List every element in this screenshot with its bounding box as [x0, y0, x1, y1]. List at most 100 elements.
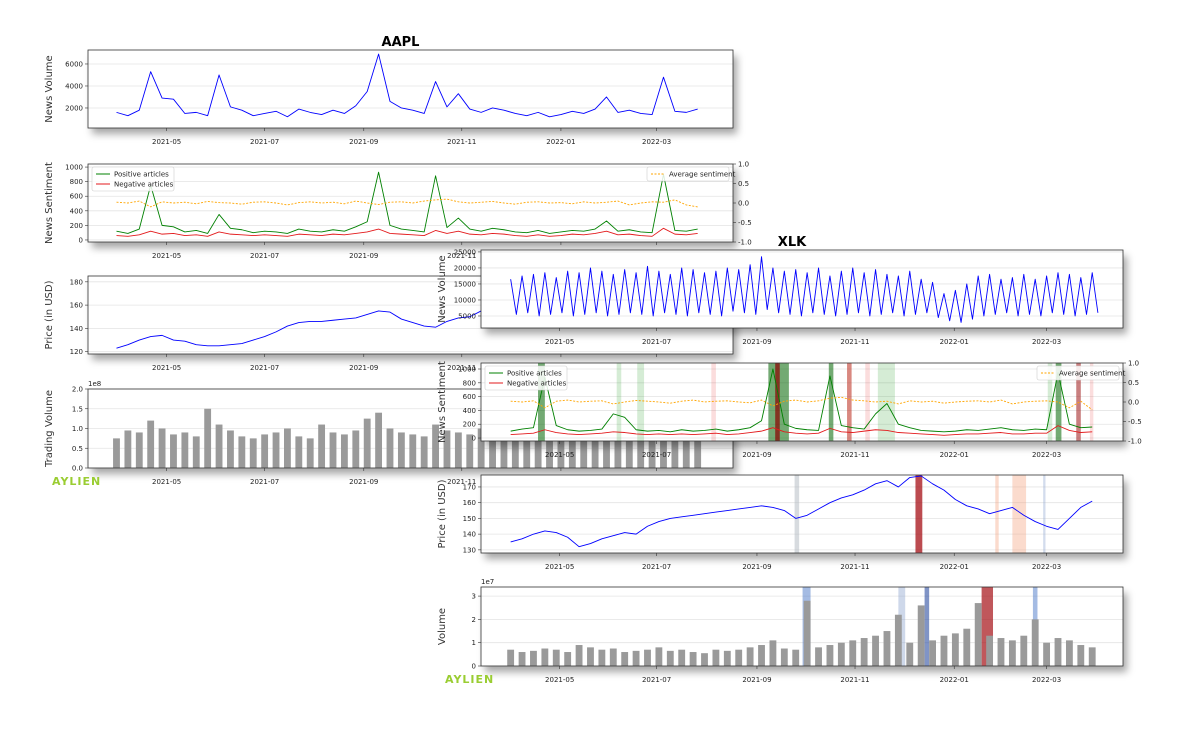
- x-tick-label: 2021-07: [642, 338, 671, 346]
- y-tick-label: 0.0: [72, 465, 83, 473]
- y2-tick-label: 0.0: [738, 200, 749, 208]
- legend-label: Positive articles: [114, 171, 169, 179]
- bar: [803, 600, 811, 666]
- bar: [1065, 640, 1073, 666]
- y2-tick-label: -1.0: [738, 239, 752, 247]
- y-tick-label: 600: [463, 393, 476, 401]
- y-tick-label: 160: [70, 302, 83, 310]
- y-tick-label: 2000: [65, 104, 83, 112]
- x-tick-label: 2021-07: [642, 451, 671, 459]
- bar: [432, 424, 439, 468]
- plot-area: [113, 408, 702, 468]
- bar: [792, 649, 800, 666]
- y-tick-label: 1000: [458, 366, 476, 374]
- bar: [238, 436, 246, 468]
- y-tick-label: 140: [463, 531, 476, 539]
- series-line: [510, 475, 1093, 548]
- y-tick-label: 160: [463, 499, 476, 507]
- y-tick-label: 150: [463, 515, 476, 523]
- bar: [666, 650, 674, 666]
- y2-tick-label: 0.0: [1128, 399, 1139, 407]
- highlight-span: [995, 475, 999, 553]
- y-axis-label: Volume: [437, 608, 448, 645]
- series-line: [510, 396, 1093, 411]
- plot-area: [510, 363, 1094, 441]
- x-tick-label: 2021-11: [447, 478, 476, 486]
- bar: [443, 430, 451, 468]
- y2-tick-label: 1.0: [1128, 360, 1139, 368]
- bar: [894, 614, 902, 666]
- bar: [511, 424, 519, 468]
- y2-tick-label: -0.5: [738, 219, 752, 227]
- legend-box: [646, 166, 730, 182]
- x-tick-label: 2021-11: [840, 563, 869, 571]
- y-tick-label: 4000: [65, 82, 83, 90]
- y-tick-label: 600: [70, 193, 83, 201]
- bar: [306, 438, 314, 468]
- bar: [682, 434, 690, 468]
- bar: [655, 647, 663, 666]
- x-tick-label: 2021-09: [742, 338, 771, 346]
- bar: [575, 645, 583, 666]
- series-line: [116, 53, 698, 118]
- bar: [124, 430, 132, 468]
- x-tick-label: 2021-05: [545, 676, 574, 684]
- y-tick-label: 2.0: [72, 386, 83, 394]
- bar: [541, 648, 549, 666]
- bar: [621, 652, 629, 666]
- y2-tick-label: 1.0: [738, 161, 749, 169]
- bar: [1020, 635, 1028, 666]
- bar: [113, 438, 120, 468]
- bar: [591, 430, 599, 468]
- bar: [580, 432, 588, 468]
- bar: [644, 649, 651, 666]
- bar: [409, 434, 417, 468]
- plot-area: [510, 256, 1099, 323]
- x-tick-label: 2022-03: [642, 138, 671, 146]
- x-tick-label: 2021-07: [250, 478, 279, 486]
- bar: [986, 635, 994, 666]
- x-tick-label: 2021-07: [250, 364, 279, 372]
- bar: [735, 649, 743, 666]
- legend-label: Negative articles: [507, 380, 567, 388]
- series-line: [116, 198, 698, 208]
- bar: [678, 649, 686, 666]
- y-tick-label: 6000: [65, 60, 83, 68]
- bar: [192, 436, 200, 468]
- y-tick-label: 170: [463, 483, 476, 491]
- series-line: [510, 256, 1099, 323]
- highlight-span: [775, 363, 780, 441]
- y-tick-label: 5000: [458, 312, 476, 320]
- axis-offset-label: 1e8: [88, 380, 101, 388]
- bar: [397, 432, 405, 468]
- bar: [614, 434, 622, 468]
- bar: [261, 434, 269, 468]
- plot-frame: [87, 163, 734, 243]
- bar: [963, 628, 971, 666]
- x-tick-label: 2022-03: [1032, 563, 1061, 571]
- x-tick-label: 2021-11: [840, 676, 869, 684]
- y-axis-label: Price (in USD): [437, 479, 448, 548]
- logo: AYLIEN: [52, 475, 101, 488]
- bar: [477, 428, 485, 468]
- bar: [135, 432, 143, 468]
- bar: [204, 408, 212, 468]
- y2-tick-label: 0.5: [1128, 379, 1139, 387]
- y-tick-label: 140: [70, 325, 83, 333]
- y-tick-label: 400: [70, 207, 83, 215]
- chart-title: AAPL: [382, 35, 420, 50]
- legend-label: Positive articles: [507, 370, 562, 378]
- plot-frame: [480, 474, 1124, 554]
- plot-area: [116, 171, 698, 237]
- panel: 0 1 2 3 2021-05 2021-07 2021-09 2021-11 2022-01 2…: [437, 578, 1124, 686]
- chart-title: XLK: [778, 235, 807, 250]
- bar: [940, 635, 948, 666]
- bar: [826, 645, 834, 666]
- y-tick-label: 1: [472, 639, 476, 647]
- bar: [363, 418, 371, 468]
- x-tick-label: 2022-01: [940, 451, 969, 459]
- panel: 2000 4000 6000 2021-05 2021-07 2021-09 2021-11…: [44, 35, 734, 146]
- y-tick-label: 2: [472, 616, 476, 624]
- y-tick-label: 0: [472, 435, 476, 443]
- x-tick-label: 2021-09: [349, 252, 378, 260]
